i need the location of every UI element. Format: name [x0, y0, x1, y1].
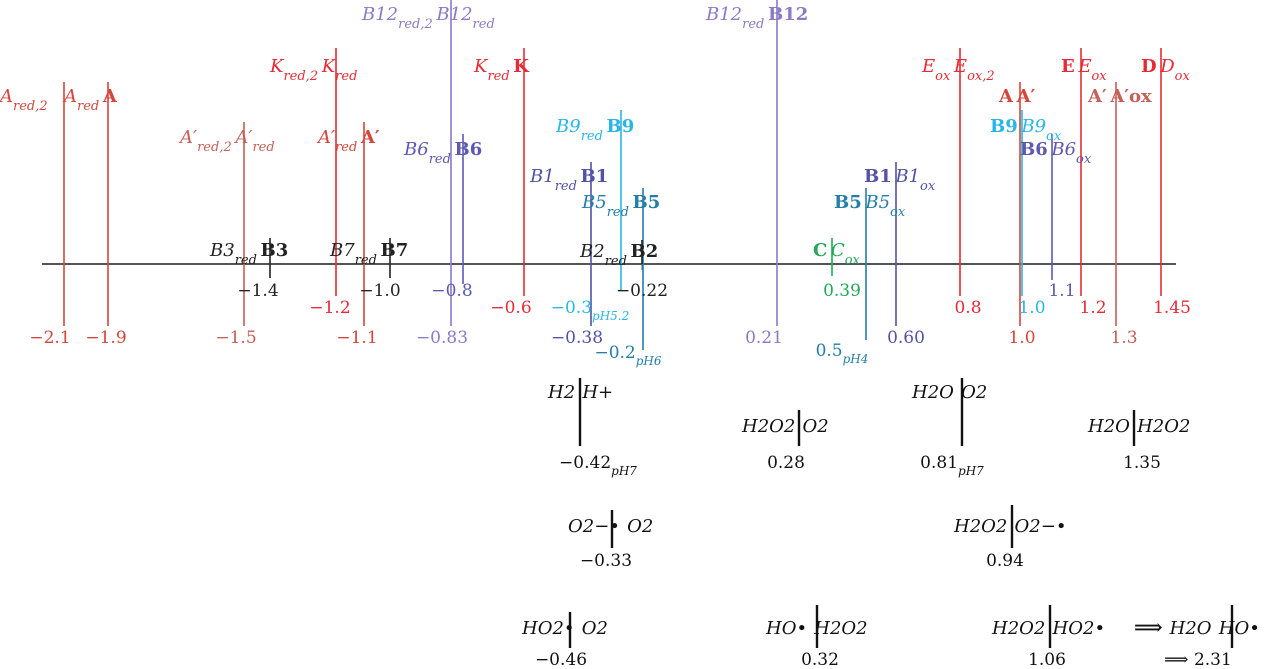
- ref-couple-h2o-o2: H2O O2: [911, 382, 987, 403]
- ref-couple-superoxide-o2: O2−• O2: [568, 516, 653, 537]
- redox-couple-label-ap-ox: A′ A′ox: [1087, 86, 1152, 107]
- redox-potential-b6-ox: 1.1: [1048, 281, 1075, 301]
- redox-potential-a-ox: 1.0: [1008, 328, 1035, 348]
- redox-potential-b1-red: −0.38: [551, 328, 603, 348]
- redox-couple-label-d-ox: D Dox: [1141, 56, 1190, 84]
- ref-couple-h2o-h2o2: H2O H2O2: [1087, 416, 1190, 437]
- redox-couple-label-b5-ox: B5 B5ox: [834, 192, 906, 220]
- ref-potential-h2-hplus: −0.42pH7: [559, 453, 637, 478]
- redox-potential-a-red2: −2.1: [29, 328, 70, 348]
- redox-couple-label-k-red2: Kred,2 Kred: [269, 56, 357, 84]
- redox-potential-c-ox: 0.39: [823, 281, 861, 301]
- redox-potential-e-ox2: 1.2: [1079, 298, 1106, 318]
- redox-potential-b9-ox: 1.0: [1018, 298, 1045, 318]
- redox-potential-b12-red2: −0.83: [416, 328, 468, 348]
- redox-couple-label-b9-red: B9red B9: [555, 116, 634, 144]
- redox-potential-b6-red: −0.8: [431, 281, 472, 301]
- redox-couple-label-e-ox2: E Eox: [1061, 56, 1107, 84]
- ref-potential-ho2-o2: −0.46: [535, 650, 587, 669]
- ref-couple-ho-h2o2: HO• H2O2: [765, 618, 868, 639]
- ref-potential-ho-h2o2: 0.32: [801, 650, 839, 669]
- redox-couple-label-a-ox: A A′: [998, 86, 1036, 107]
- redox-couple-label-b6-red: B6red B6: [403, 139, 482, 167]
- redox-couple-label-ap-red2: A′red,2 A′red: [178, 127, 275, 155]
- ref-potential-h2o-o2: 0.81pH7: [920, 453, 984, 478]
- redox-couple-label-b1-ox: B1 B1ox: [864, 166, 936, 194]
- ref-couple-h2-hplus: H2 H+: [547, 382, 613, 403]
- redox-potential-a-red: −1.9: [85, 328, 126, 348]
- redox-potential-b2-red: −0.22: [616, 281, 668, 301]
- redox-labels: Ared,2 −2.1 Ared A −1.9 Kred,2 Kred −1.2 A′red…: [0, 4, 1191, 368]
- redox-potential-b5-red: −0.2pH6: [594, 343, 661, 368]
- redox-couple-label-b1-red: B1red B1: [529, 166, 608, 194]
- redox-potential-k-red2: −1.2: [309, 298, 350, 318]
- ref-couple-h2o2-ho2: H2O2 HO2•: [991, 618, 1105, 639]
- redox-couple-label-e-ox: Eox Eox,2: [921, 56, 995, 84]
- redox-potential-b5-ox: 0.5pH4: [816, 341, 869, 366]
- redox-couple-label-a-red2: Ared,2: [0, 86, 48, 114]
- ref-potential-superoxide-o2: −0.33: [580, 551, 632, 571]
- redox-potential-b3-red: −1.4: [237, 281, 278, 301]
- ref-couple-h2o2-superoxide: H2O2 O2−•: [953, 516, 1066, 537]
- redox-potential-b9-red: −0.3pH5.2: [551, 298, 630, 323]
- redox-lines: [63, 0, 1162, 350]
- ref-potential-h2o2-superoxide: 0.94: [986, 551, 1024, 571]
- ref-couple-h2o-ho: ⟹ H2O HO•: [1134, 615, 1260, 639]
- redox-couple-label-a-red: Ared A: [62, 86, 118, 114]
- redox-couple-label-b3-red: B3red B3: [209, 240, 288, 268]
- redox-potential-ap-red: −1.1: [336, 328, 377, 348]
- ref-potential-h2o2-ho2: 1.06: [1028, 650, 1066, 669]
- redox-couple-label-c-ox: C Cox: [813, 240, 861, 268]
- redox-potential-b12-red: 0.21: [745, 328, 783, 348]
- redox-potential-k-red: −0.6: [490, 298, 531, 318]
- ref-potential-h2o2-o2: 0.28: [767, 453, 805, 473]
- ref-couple-h2o2-o2: H2O2 O2: [741, 416, 829, 437]
- redox-potential-b1-ox: 0.60: [887, 328, 925, 348]
- redox-couple-label-b5-red: B5red B5: [581, 192, 660, 220]
- redox-couple-label-b9-ox: B9 B9ox: [990, 116, 1062, 144]
- ref-potential-h2o-h2o2: 1.35: [1123, 453, 1161, 473]
- ref-couple-ho2-o2: HO2• O2: [521, 618, 608, 639]
- ref-potential-h2o-ho: ⟹ 2.31: [1164, 650, 1232, 669]
- redox-couple-label-b12-red2: B12red,2 B12red: [361, 4, 495, 32]
- redox-potential-ap-ox: 1.3: [1110, 328, 1137, 348]
- redox-potential-e-ox: 0.8: [954, 298, 981, 318]
- redox-couple-label-k-red: Kred K: [473, 56, 530, 84]
- redox-couple-label-ap-red: A′red A′: [316, 127, 380, 155]
- redox-potential-d-ox: 1.45: [1153, 298, 1191, 318]
- redox-potential-b7-red: −1.0: [359, 281, 400, 301]
- reference-couples: H2 H+ −0.42pH7 H2O2 O2 0.28 H2O O2 0.81pH7 H2O…: [521, 378, 1260, 669]
- redox-couple-label-b12-red: B12red B12: [705, 4, 808, 32]
- redox-potential-ap-red2: −1.5: [215, 328, 256, 348]
- redox-couple-label-b2-red: B2red B2: [579, 241, 658, 269]
- redox-couple-label-b7-red: B7red B7: [329, 240, 408, 268]
- redox-couple-label-b6-ox: B6 B6ox: [1020, 139, 1092, 167]
